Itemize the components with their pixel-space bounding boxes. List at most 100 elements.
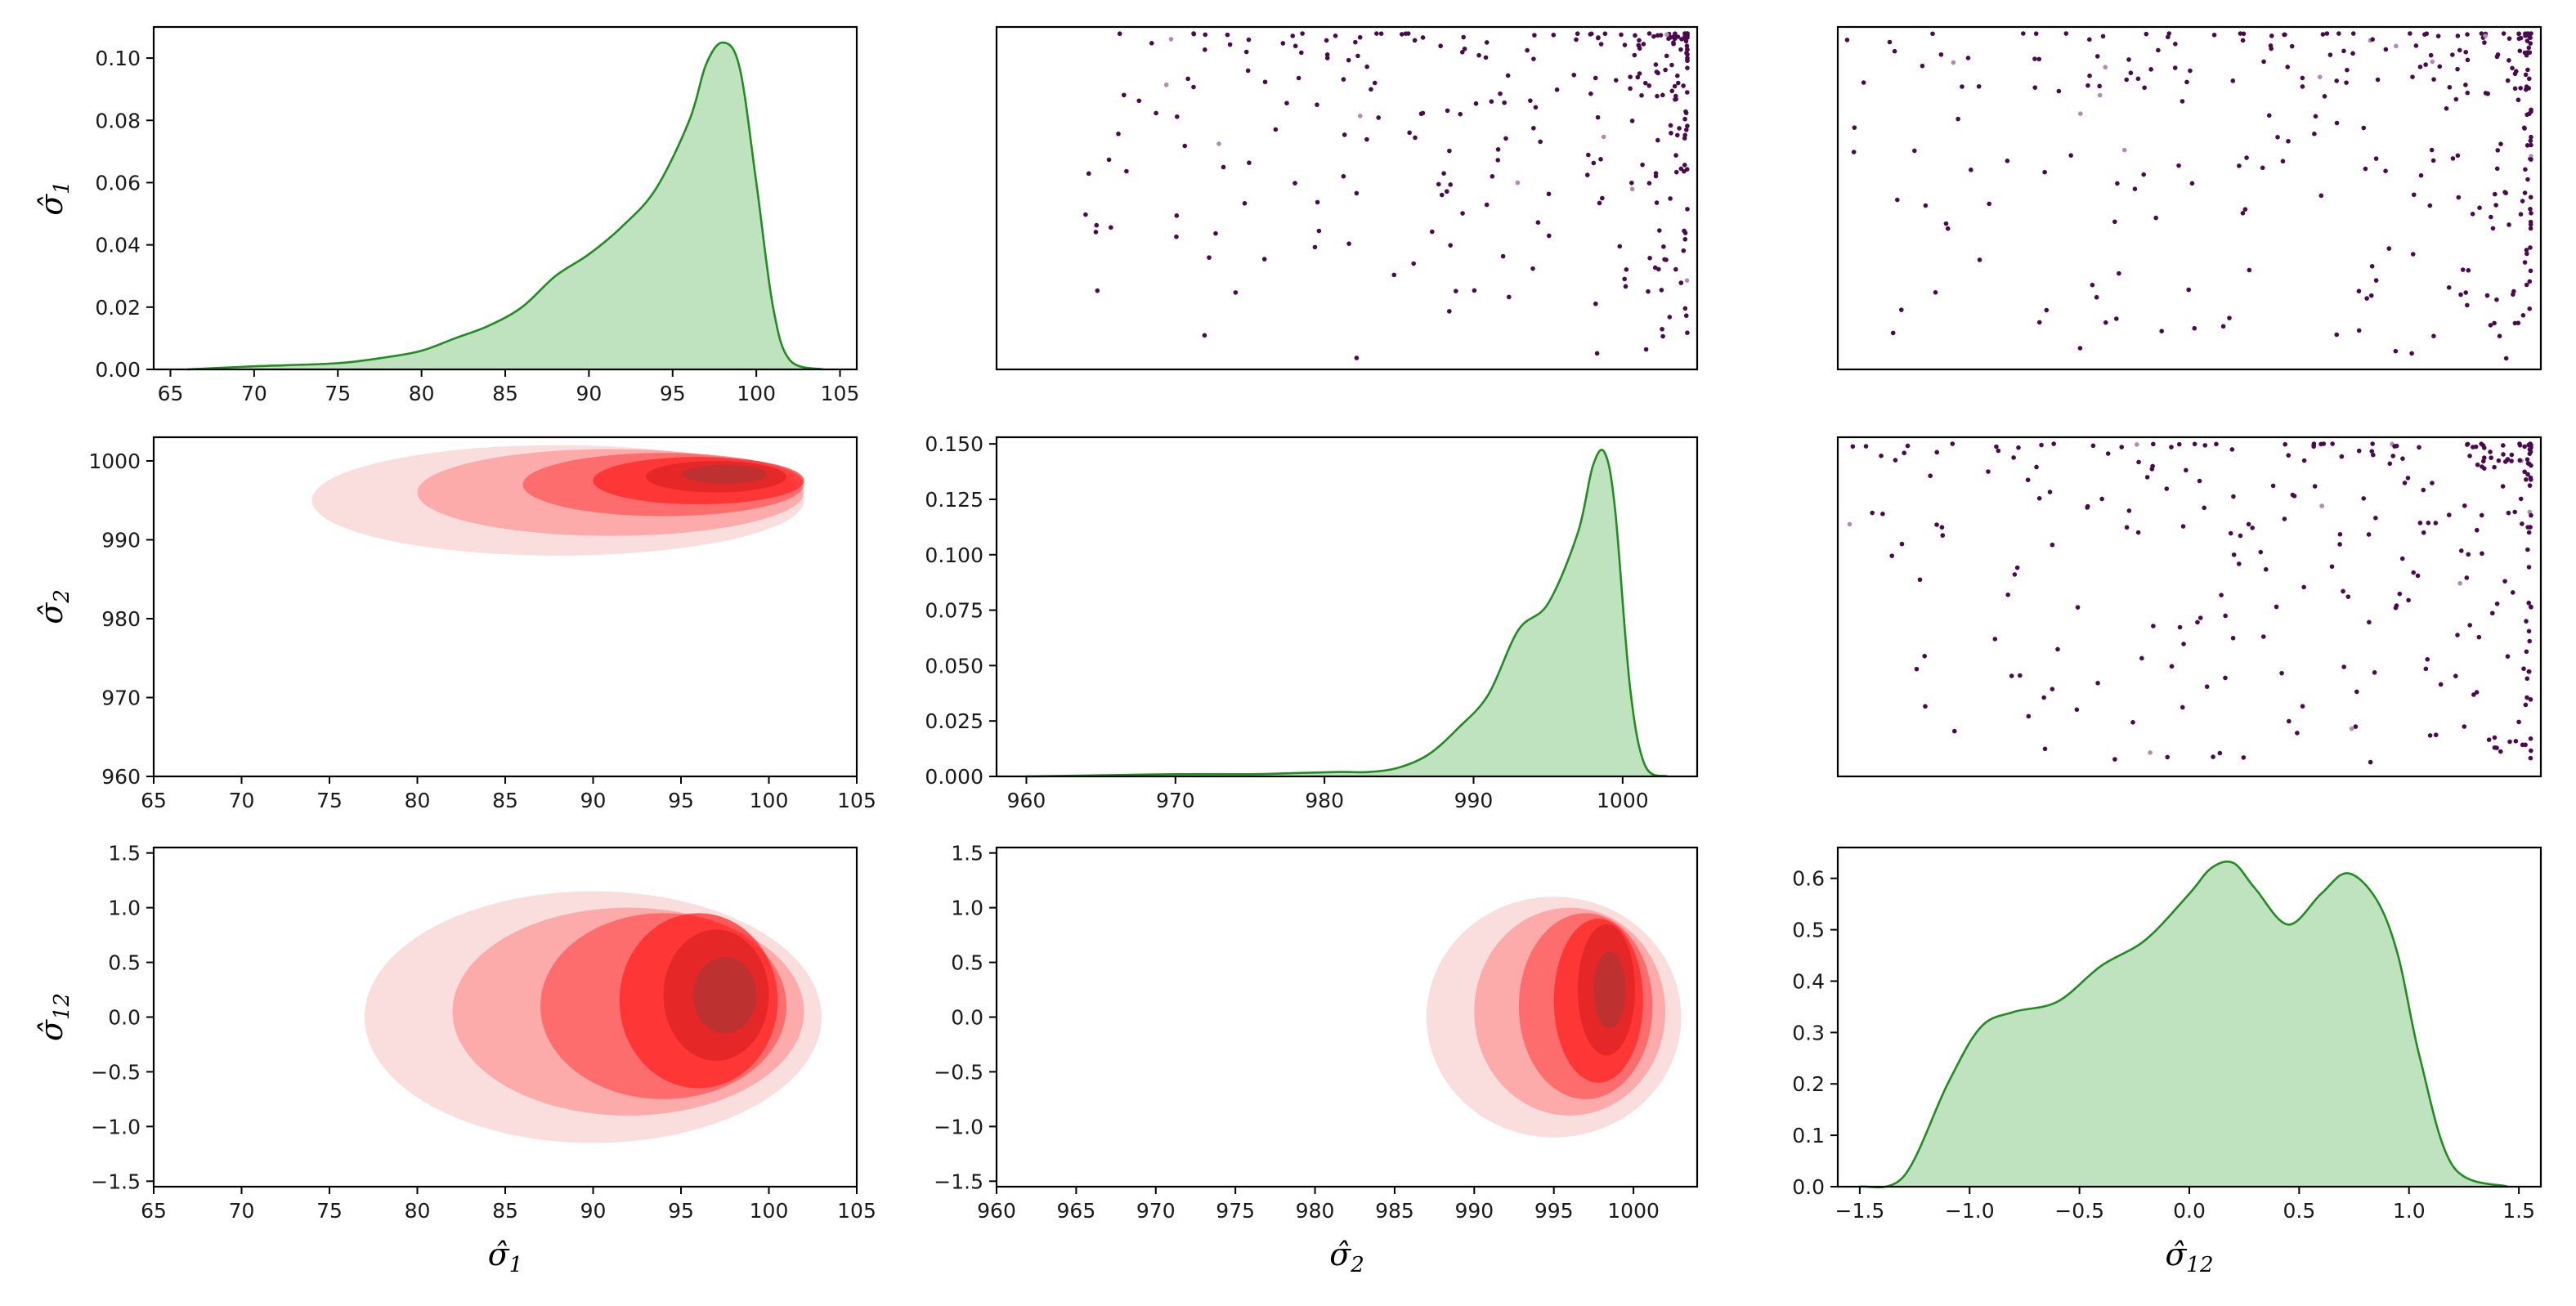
- scatter-point: [1507, 295, 1512, 300]
- scatter-point: [2492, 465, 2497, 470]
- scatter-point: [1977, 84, 1982, 89]
- scatter-point: [2493, 192, 2498, 197]
- y-axis-label: σ̂2: [34, 589, 74, 624]
- y-tick-label: 0.5: [1792, 919, 1825, 942]
- scatter-point: [1646, 83, 1651, 88]
- scatter-point: [2458, 293, 2463, 297]
- scatter-point: [2418, 65, 2423, 69]
- scatter-point: [1891, 331, 1896, 336]
- scatter-point: [2211, 754, 2215, 759]
- scatter-point: [1325, 52, 1330, 57]
- y-tick-label: 1.5: [951, 842, 983, 865]
- scatter-point: [2510, 453, 2515, 458]
- scatter-point: [2214, 442, 2219, 447]
- scatter-point: [2319, 503, 2324, 508]
- scatter-point: [2414, 43, 2419, 48]
- scatter-point: [1247, 38, 1252, 42]
- x-tick-label: 960: [977, 1199, 1016, 1223]
- scatter-point: [1651, 34, 1656, 39]
- scatter-point: [2529, 157, 2533, 162]
- scatter-point: [2344, 80, 2349, 85]
- scatter-point: [1599, 42, 1604, 47]
- scatter-point: [2529, 513, 2533, 518]
- scatter-point: [1216, 141, 1221, 146]
- scatter-point: [2373, 516, 2378, 521]
- scatter-point: [2350, 727, 2354, 731]
- scatter-point: [1682, 248, 1687, 253]
- scatter-point: [1996, 449, 2001, 454]
- scatter-point: [1355, 356, 1360, 360]
- scatter-point: [1640, 163, 1645, 168]
- scatter-point: [2480, 513, 2484, 518]
- scatter-point: [1246, 69, 1251, 74]
- scatter-point: [1940, 533, 1945, 538]
- scatter-point: [1683, 110, 1688, 114]
- scatter-point: [2419, 173, 2424, 178]
- scatter-point: [1986, 469, 1991, 474]
- scatter-point: [1666, 37, 1671, 42]
- y-tick-label: 960: [101, 765, 141, 789]
- scatter-point: [1655, 94, 1660, 99]
- scatter-point: [1324, 38, 1329, 43]
- scatter-point: [2529, 269, 2533, 274]
- scatter-point: [1124, 169, 1129, 174]
- scatter-point: [2328, 52, 2333, 57]
- scatter-point: [2367, 532, 2372, 537]
- scatter-point: [2247, 268, 2252, 273]
- scatter-point: [2523, 260, 2528, 265]
- scatter-point: [1637, 38, 1642, 42]
- scatter-point: [2180, 705, 2185, 710]
- scatter-point: [1118, 31, 1122, 36]
- x-tick-label: 0.0: [2173, 1199, 2206, 1223]
- scatter-point: [2423, 62, 2428, 67]
- scatter-point: [1960, 84, 1964, 89]
- scatter-point: [2034, 465, 2039, 470]
- scatter-point: [2076, 605, 2081, 610]
- scatter-point: [1664, 54, 1669, 59]
- scatter-point: [2447, 285, 2452, 290]
- y-tick-label: 990: [101, 528, 141, 552]
- scatter-point: [2496, 52, 2501, 57]
- scatter-point: [1889, 553, 1894, 558]
- scatter-point: [1643, 81, 1648, 86]
- scatter-point: [2314, 114, 2318, 119]
- scatter-point: [2465, 32, 2470, 37]
- scatter-point: [2518, 86, 2523, 91]
- scatter-point: [2055, 647, 2060, 652]
- scatter-point: [1684, 51, 1689, 56]
- scatter-point: [2346, 594, 2351, 599]
- scatter-point: [1175, 114, 1180, 119]
- scatter-point: [1333, 34, 1338, 38]
- scatter-point: [1094, 223, 1099, 228]
- x-tick-label: 980: [1296, 1199, 1335, 1223]
- x-tick-label: 75: [325, 382, 351, 405]
- scatter-point: [2142, 85, 2147, 90]
- scatter-point: [1657, 228, 1662, 233]
- scatter-point: [1682, 117, 1687, 122]
- scatter-point: [2075, 708, 2080, 713]
- y-tick-label: −1.5: [934, 1170, 983, 1193]
- scatter-point: [2354, 690, 2359, 695]
- scatter-point: [1671, 40, 1676, 45]
- scatter-point: [1685, 278, 1690, 283]
- scatter-point: [1675, 133, 1680, 138]
- scatter-point: [1373, 81, 1378, 86]
- scatter-point: [2011, 455, 2016, 460]
- scatter-point: [2524, 87, 2529, 92]
- scatter-point: [1918, 577, 1923, 582]
- scatter-point: [1663, 68, 1668, 73]
- scatter-point: [2480, 551, 2484, 556]
- scatter-point: [1419, 111, 1424, 116]
- scatter-point: [2528, 35, 2533, 40]
- scatter-point: [2367, 620, 2372, 625]
- scatter-point: [2261, 634, 2266, 639]
- scatter-point: [2376, 78, 2381, 83]
- x-tick-label: 85: [492, 789, 518, 812]
- scatter-point: [1485, 203, 1490, 208]
- y-tick-label: 0.08: [95, 109, 141, 132]
- scatter-point: [2394, 44, 2399, 49]
- scatter-point: [1683, 306, 1688, 311]
- scatter-point: [2406, 476, 2411, 481]
- scatter-point: [2529, 138, 2533, 143]
- y-tick-label: 0.025: [925, 709, 983, 733]
